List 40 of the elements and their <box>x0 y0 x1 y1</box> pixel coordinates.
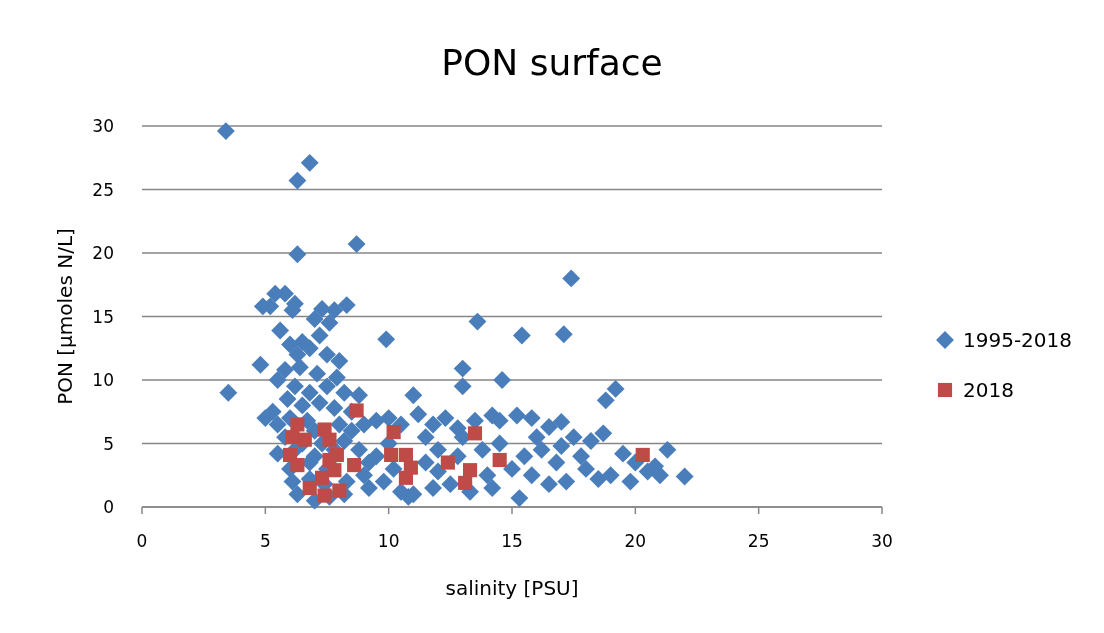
point <box>322 432 337 447</box>
x-tick-label: 30 <box>871 531 893 551</box>
point <box>458 475 473 490</box>
point <box>398 470 413 485</box>
x-tick-label: 25 <box>747 531 770 551</box>
point <box>297 432 312 447</box>
x-axis-title: salinity [PSU] <box>445 576 579 600</box>
y-tick-label: 25 <box>92 179 114 200</box>
point <box>302 480 317 496</box>
point <box>290 458 305 473</box>
point <box>440 455 455 470</box>
point <box>384 447 399 462</box>
y-tick-label: 15 <box>92 306 114 327</box>
point <box>635 447 650 462</box>
y-tick-label: 20 <box>92 243 114 263</box>
point <box>467 426 483 441</box>
point <box>492 452 507 468</box>
point <box>347 458 362 473</box>
point <box>315 470 330 485</box>
legend-label: 2018 <box>963 378 1014 402</box>
x-tick-label: 5 <box>259 531 271 551</box>
point <box>322 452 337 468</box>
x-tick-label: 0 <box>136 531 148 551</box>
x-tick-label: 20 <box>624 531 647 551</box>
point <box>398 447 413 462</box>
y-tick-label: 30 <box>92 116 114 136</box>
point <box>290 417 305 432</box>
point <box>317 488 332 503</box>
chart-title: PON surface <box>441 42 663 83</box>
y-tick-label: 10 <box>92 370 114 390</box>
point <box>332 483 347 498</box>
y-tick-label: 0 <box>103 497 114 517</box>
point <box>349 403 364 418</box>
point <box>386 425 401 440</box>
legend-label: 1995-2018 <box>963 328 1073 352</box>
point <box>463 463 478 478</box>
y-axis-title: PON [µmoles N/L] <box>53 228 77 405</box>
x-tick-label: 15 <box>501 531 523 551</box>
x-tick-label: 10 <box>377 531 400 551</box>
y-tick-label: 5 <box>103 433 114 454</box>
